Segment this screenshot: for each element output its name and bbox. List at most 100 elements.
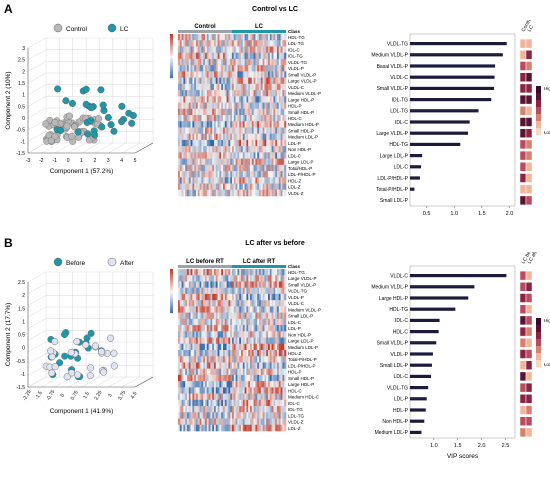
heatmap-cell — [223, 96, 225, 103]
heatmap-cell — [246, 338, 248, 345]
heatmap-cell — [218, 338, 220, 345]
heatmap-cell — [228, 159, 230, 166]
heatmap-cell — [205, 121, 207, 128]
heatmap-cell — [189, 152, 191, 159]
heatmap-cell — [207, 313, 209, 320]
heatmap-cell — [254, 134, 256, 141]
heatmap-cell — [270, 350, 272, 357]
heatmap-cell — [203, 350, 205, 357]
heatmap-cell — [223, 53, 225, 60]
heatmap-cell — [230, 40, 232, 47]
heatmap-cell — [212, 190, 214, 197]
heatmap-cell — [228, 412, 230, 419]
heatmap-cell — [236, 394, 238, 401]
heatmap-cell — [201, 171, 203, 178]
heatmap-cell — [243, 394, 245, 401]
heatmap-cell — [248, 338, 250, 345]
heatmap-cell — [209, 134, 211, 141]
heatmap-cell — [180, 281, 182, 288]
heatmap-cell — [270, 419, 272, 426]
heatmap-cell — [232, 281, 234, 288]
heatmap-cell — [254, 184, 256, 191]
heatmap-cell — [207, 146, 209, 153]
heatmap-cell — [261, 419, 263, 426]
color-key-cell — [170, 280, 173, 282]
heatmap-cell — [200, 412, 202, 419]
heatmap-cell — [257, 406, 259, 413]
heatmap-cell — [270, 288, 272, 295]
heatmap-cell — [210, 53, 212, 60]
x-tick-label: 1.5 — [82, 391, 91, 400]
heatmap-cell — [191, 34, 193, 41]
heatmap-cell — [203, 165, 205, 172]
heatmap-cell — [187, 375, 189, 382]
heatmap-cell — [264, 294, 266, 301]
heatmap-cell — [252, 46, 254, 53]
heatmap-cell — [259, 288, 261, 295]
heatmap-cell — [236, 350, 238, 357]
heatmap-cell — [266, 90, 268, 97]
heatmap-cell — [284, 425, 286, 432]
heatmap-cell — [255, 65, 257, 72]
heatmap-cell — [248, 325, 250, 332]
heatmap-cell — [239, 190, 241, 197]
row-label: LDL-Z — [288, 185, 301, 190]
heatmap-cell — [183, 356, 185, 363]
heatmap-cell — [250, 121, 252, 128]
heatmap-cell — [230, 103, 232, 110]
heatmap-cell — [227, 425, 229, 432]
heatmap-cell — [254, 313, 256, 320]
heatmap-cell — [261, 152, 263, 159]
heatmap-cell — [216, 171, 218, 178]
heatmap-cell — [228, 425, 230, 432]
heatmap-cell — [198, 412, 200, 419]
heatmap-cell — [201, 313, 203, 320]
heatmap-cell — [257, 281, 259, 288]
heatmap-cell — [277, 338, 279, 345]
heatmap-cell — [189, 159, 191, 166]
heatmap-cell — [219, 103, 221, 110]
heatmap-cell — [214, 78, 216, 85]
heatmap-cell — [268, 362, 270, 369]
heatmap-cell — [257, 400, 259, 407]
heatmap-cell — [272, 356, 274, 363]
vip-cell — [526, 62, 532, 71]
heatmap-cell — [230, 171, 232, 178]
heatmap-cell — [234, 306, 236, 313]
heatmap-cell — [284, 400, 286, 407]
heatmap-cell — [284, 65, 286, 72]
heatmap-cell — [243, 338, 245, 345]
heatmap-cell — [218, 109, 220, 116]
heatmap-cell — [234, 362, 236, 369]
heatmap-cell — [200, 165, 202, 172]
heatmap-cell — [225, 103, 227, 110]
heatmap-cell — [216, 90, 218, 97]
heatmap-cell — [239, 350, 241, 357]
data-point — [42, 121, 49, 128]
heatmap-cell — [284, 78, 286, 85]
heatmap-cell — [275, 65, 277, 72]
heatmap-cell — [223, 121, 225, 128]
heatmap-cell — [259, 419, 261, 426]
heatmap-cell — [212, 134, 214, 141]
heatmap-cell — [212, 84, 214, 91]
heatmap-cell — [237, 275, 239, 282]
heatmap-cell — [185, 294, 187, 301]
heatmap-cell — [270, 121, 272, 128]
heatmap-cell — [196, 350, 198, 357]
heatmap-cell — [270, 362, 272, 369]
heatmap-cell — [219, 338, 221, 345]
heatmap-cell — [187, 362, 189, 369]
heatmap-cell — [245, 53, 247, 60]
heatmap-cell — [191, 103, 193, 110]
heatmap-cell — [259, 165, 261, 172]
heatmap-cell — [192, 115, 194, 122]
heatmap-cell — [191, 65, 193, 72]
heatmap-cell — [252, 34, 254, 41]
heatmap-cell — [264, 127, 266, 134]
heatmap-cell — [237, 313, 239, 320]
heatmap-cell — [241, 344, 243, 351]
data-point — [126, 110, 133, 117]
heatmap-cell — [185, 369, 187, 376]
heatmap-cell — [264, 140, 266, 147]
